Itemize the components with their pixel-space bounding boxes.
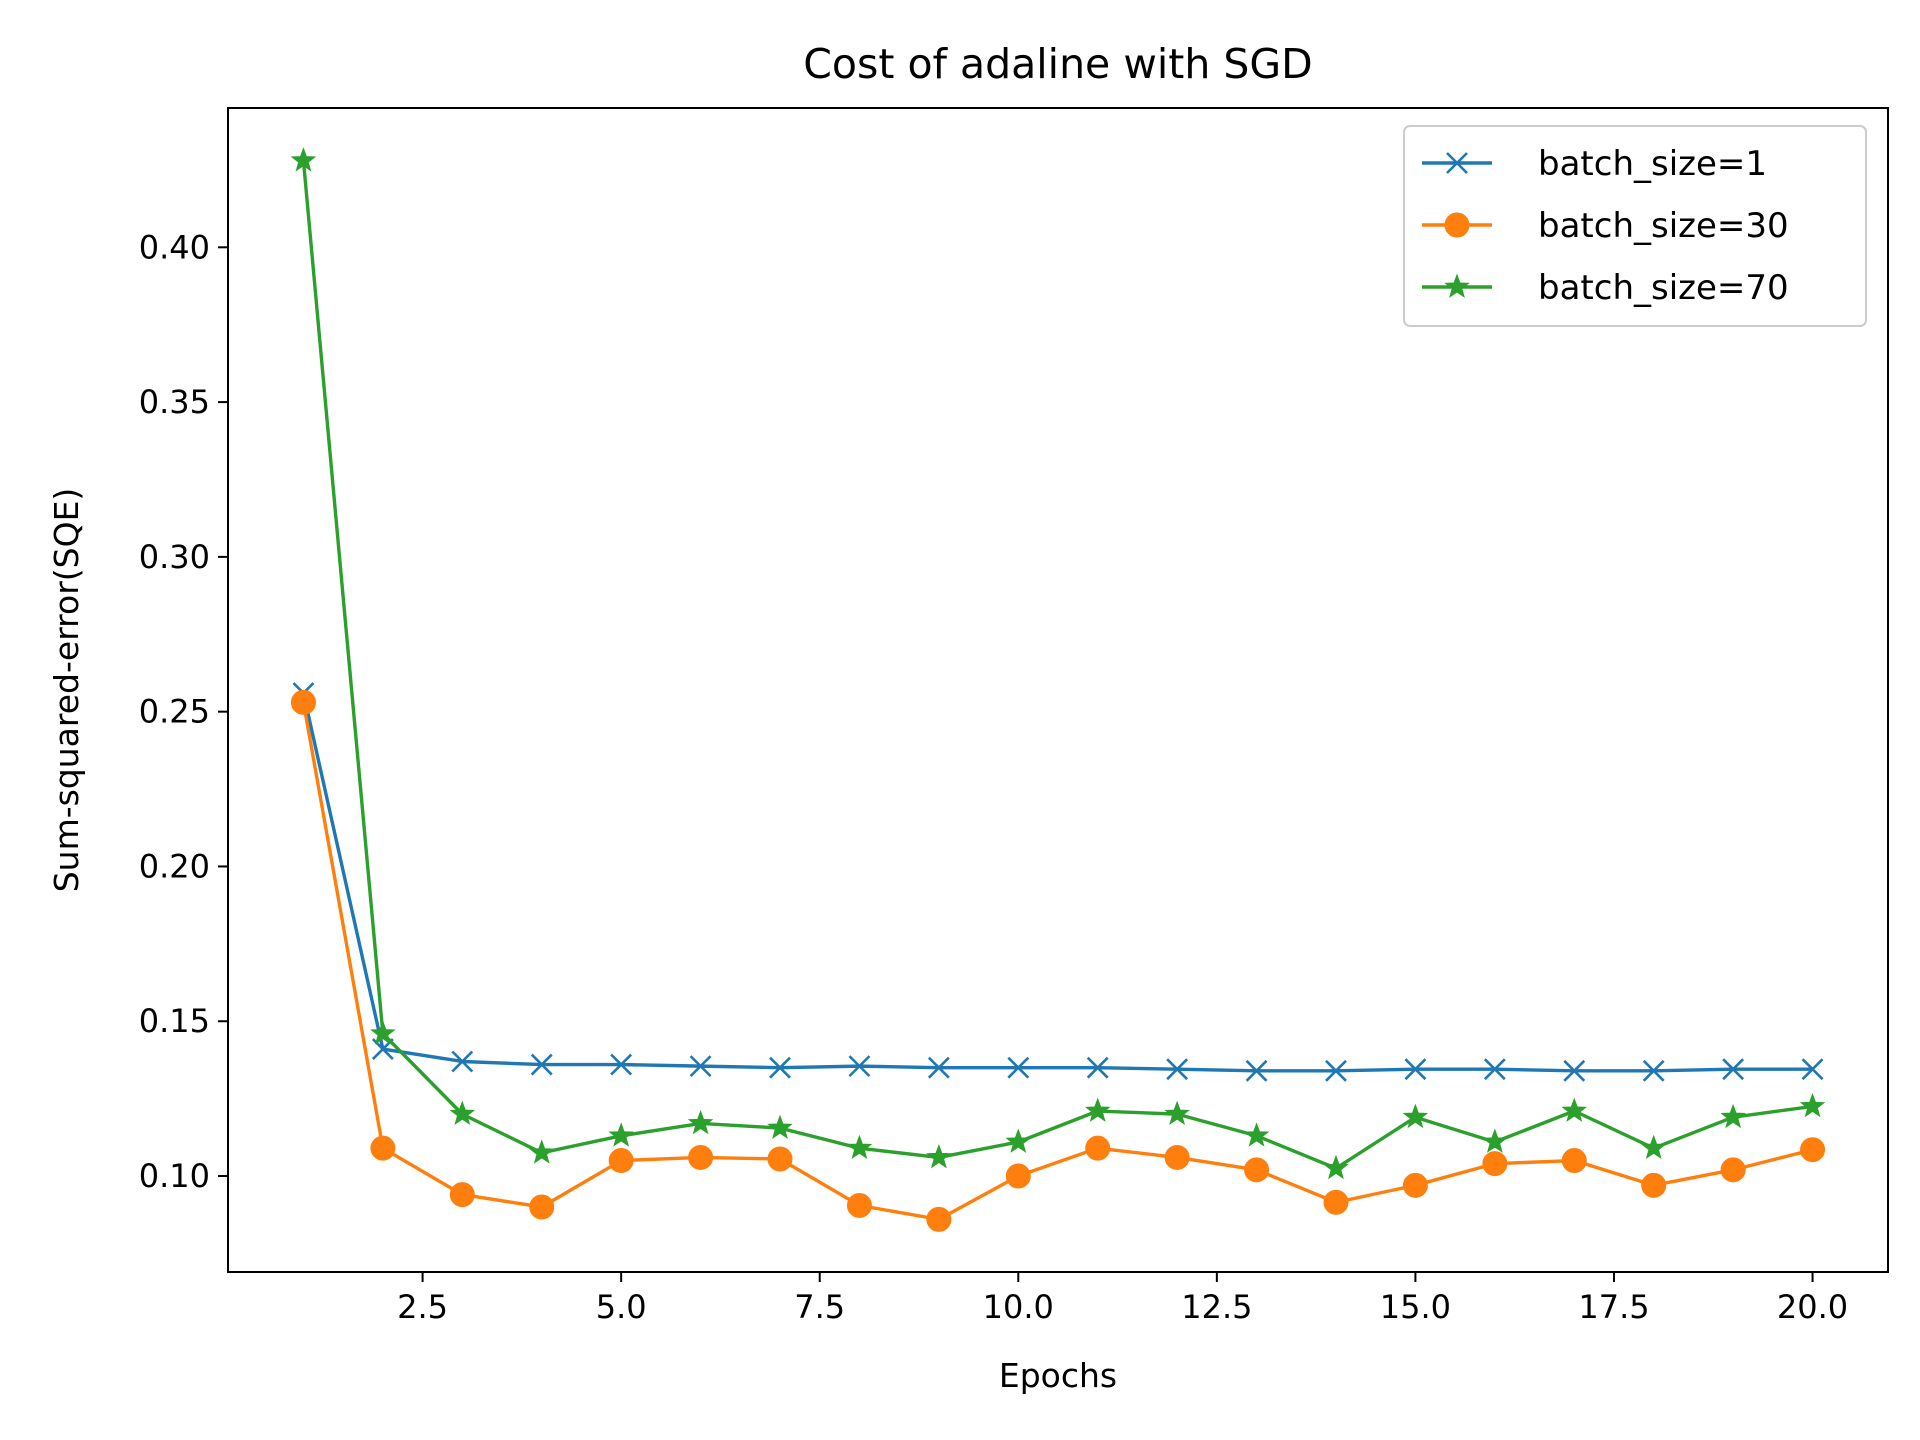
data-point [1005, 1163, 1031, 1189]
data-point [767, 1114, 793, 1139]
series-3 [290, 147, 1826, 1180]
data-point [1243, 1122, 1270, 1147]
data-point [1404, 1058, 1427, 1081]
data-point [846, 1192, 872, 1218]
data-point [1402, 1103, 1429, 1129]
data-point [1323, 1154, 1349, 1180]
data-point [1007, 1056, 1030, 1079]
series-1 [292, 682, 1824, 1082]
data-point [1402, 1172, 1428, 1198]
x-tick-label: 12.5 [1181, 1288, 1252, 1326]
data-point [687, 1109, 714, 1135]
data-point [767, 1146, 793, 1172]
x-tick-label: 5.0 [596, 1288, 647, 1326]
y-axis-ticks: 0.10 0.15 0.20 0.25 0.30 0.35 0.40 [139, 228, 228, 1195]
data-point [689, 1055, 712, 1078]
data-point [530, 1053, 553, 1076]
data-point [926, 1144, 952, 1169]
data-point [848, 1055, 871, 1078]
data-point [1086, 1056, 1109, 1079]
data-point [1005, 1128, 1032, 1153]
data-point [1799, 1092, 1826, 1118]
y-tick-label: 0.10 [139, 1157, 210, 1195]
data-point [1166, 1058, 1189, 1081]
data-point [1482, 1128, 1508, 1153]
series-2 [290, 689, 1826, 1232]
data-point [290, 147, 317, 172]
data-point [1085, 1135, 1111, 1161]
data-point [769, 1056, 791, 1079]
y-tick-label: 0.25 [139, 693, 210, 731]
data-point [1482, 1151, 1508, 1177]
data-point [1642, 1059, 1665, 1082]
data-point [608, 1122, 634, 1147]
legend-label: batch_size=70 [1538, 268, 1789, 308]
data-point [1323, 1189, 1349, 1215]
data-point [449, 1182, 475, 1208]
data-point [688, 1144, 714, 1170]
legend-label: batch_size=1 [1538, 144, 1767, 184]
x-axis-ticks: 2.5 5.0 7.5 10.0 12.5 15.0 17.5 20.0 [397, 1272, 1848, 1326]
data-point [1801, 1058, 1824, 1081]
data-point [1800, 1137, 1826, 1163]
legend-item: batch_size=70 [1422, 268, 1789, 308]
data-point [1640, 1134, 1667, 1160]
legend-item: batch_size=1 [1422, 144, 1767, 184]
data-point [451, 1050, 474, 1073]
legend-item: batch_size=30 [1422, 206, 1789, 246]
plot-frame [227, 107, 1889, 1273]
data-point [926, 1206, 952, 1232]
data-point [927, 1056, 950, 1079]
data-point [1563, 1059, 1586, 1082]
data-point [610, 1053, 633, 1076]
data-point [290, 689, 316, 715]
legend-label: batch_size=30 [1538, 206, 1789, 246]
legend-items: batch_size=1 batch_size=30 batch_size=70 [1422, 144, 1789, 308]
data-point [1325, 1059, 1347, 1082]
y-tick-label: 0.15 [139, 1002, 210, 1040]
data-point [528, 1139, 555, 1164]
data-point [1164, 1100, 1190, 1125]
data-point [1483, 1058, 1506, 1081]
data-point [1164, 1144, 1190, 1170]
x-tick-label: 20.0 [1777, 1288, 1848, 1326]
data-point [1561, 1148, 1587, 1174]
x-tick-label: 2.5 [397, 1288, 448, 1326]
data-point [846, 1134, 873, 1160]
y-tick-label: 0.35 [139, 383, 210, 421]
x-tick-label: 15.0 [1380, 1288, 1451, 1326]
series-layer [290, 147, 1826, 1232]
data-point [1720, 1157, 1746, 1183]
legend-swatch-marker [1444, 273, 1470, 298]
y-tick-label: 0.20 [139, 847, 210, 885]
legend-swatch-marker [1446, 152, 1468, 174]
legend: batch_size=1 batch_size=30 batch_size=70 [1403, 125, 1867, 327]
x-tick-label: 17.5 [1578, 1288, 1649, 1326]
data-point [1245, 1059, 1268, 1082]
data-point [1244, 1157, 1270, 1183]
data-point [370, 1135, 396, 1161]
chart-title: Cost of adaline with SGD [803, 40, 1312, 88]
legend-swatch-marker [1444, 212, 1470, 238]
data-point [1561, 1097, 1588, 1122]
data-point [1641, 1172, 1667, 1198]
data-point [370, 1020, 396, 1045]
y-tick-label: 0.40 [139, 228, 210, 266]
data-point [1720, 1103, 1746, 1129]
legend-frame [1403, 125, 1867, 327]
series-line [301, 692, 1813, 1073]
series-line [301, 702, 1813, 1222]
x-tick-label: 7.5 [794, 1288, 845, 1326]
data-point [529, 1194, 555, 1220]
data-point [608, 1148, 634, 1174]
y-tick-label: 0.30 [139, 538, 210, 576]
y-axis-label: Sum-squared-error(SQE) [47, 488, 86, 893]
data-point [449, 1100, 476, 1125]
series-line [301, 160, 1813, 1170]
x-tick-label: 10.0 [983, 1288, 1054, 1326]
data-point [1084, 1097, 1111, 1122]
data-point [1722, 1058, 1745, 1081]
x-axis-label: Epochs [999, 1356, 1117, 1395]
